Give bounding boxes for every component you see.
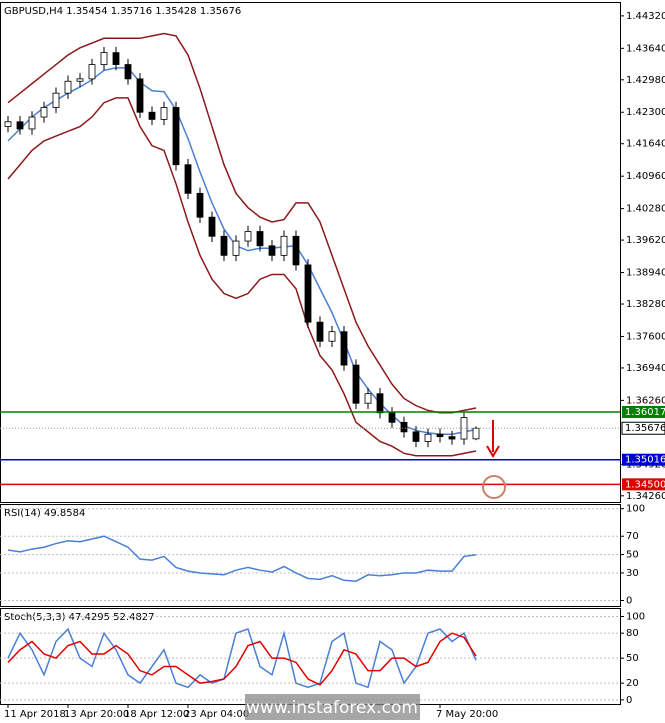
candle-body — [172, 107, 180, 166]
y-tick-label: 1.43640 — [626, 43, 665, 54]
candle-body — [376, 393, 384, 414]
candle-body — [76, 78, 84, 82]
candle-body — [256, 231, 264, 247]
series-line — [7, 97, 477, 457]
candle-body — [184, 164, 192, 194]
series-line — [7, 535, 477, 582]
series-line — [7, 32, 477, 414]
y-tick-label: 1.38280 — [626, 299, 665, 310]
candle-body — [244, 231, 252, 242]
candle-body — [364, 393, 372, 404]
panel-title: RSI(14) 49.8584 — [4, 508, 85, 519]
y-tick-label: 1.44320 — [626, 11, 665, 22]
y-tick-label: 70 — [626, 531, 639, 542]
series-line — [7, 632, 477, 686]
main-panel — [0, 2, 621, 503]
y-tick-label: 1.34260 — [626, 491, 665, 502]
candle-body — [388, 412, 396, 423]
level-label-bg — [622, 405, 665, 418]
candle-body — [4, 121, 12, 127]
candle-body — [112, 52, 120, 65]
y-tick-label: 1.37600 — [626, 331, 665, 342]
y-tick-label: 1.40960 — [626, 171, 665, 182]
y-tick-label: 0 — [626, 595, 632, 606]
watermark-bg — [245, 694, 420, 720]
candle-body — [280, 235, 288, 256]
candle-body — [304, 264, 312, 323]
y-tick-label: 1.42980 — [626, 75, 665, 86]
plot-layer: GBPUSD,H4 1.35454 1.35716 1.35428 1.3567… — [0, 6, 665, 720]
series-line — [7, 627, 477, 689]
y-tick-label: 50 — [626, 550, 639, 561]
candle-body — [160, 107, 168, 120]
candle-body — [328, 331, 336, 342]
candle-body — [412, 431, 420, 442]
y-tick-label: 1.41640 — [626, 139, 665, 150]
y-tick-label: 1.42300 — [626, 107, 665, 118]
candle-body — [352, 364, 360, 404]
price-label-bg — [621, 421, 665, 435]
candle-body — [472, 427, 480, 440]
candle-body — [220, 235, 228, 256]
candle-body — [436, 433, 444, 438]
rsi-panel — [0, 504, 621, 607]
level-label-bg — [622, 453, 665, 466]
candle-body — [64, 80, 72, 94]
level-label-bg — [622, 478, 665, 491]
candle-body — [148, 111, 156, 120]
x-tick-label: 23 Apr 04:00 — [184, 709, 249, 720]
candle-body — [232, 240, 240, 256]
arrow-head — [486, 445, 500, 458]
series-line — [7, 67, 477, 436]
candle-body — [16, 121, 24, 130]
y-tick-label: 80 — [626, 628, 639, 639]
panel-title: GBPUSD,H4 1.35454 1.35716 1.35428 1.3567… — [4, 6, 241, 17]
x-tick-label: 11 Apr 2018 — [4, 709, 66, 720]
y-tick-label: 1.40280 — [626, 204, 665, 215]
y-tick-label: 1.39620 — [626, 235, 665, 246]
candle-body — [28, 116, 36, 130]
x-tick-label: 13 Apr 20:00 — [64, 709, 129, 720]
y-tick-label: 100 — [626, 612, 645, 623]
candle-body — [460, 417, 468, 440]
y-tick-label: 1.36260 — [626, 395, 665, 406]
candle-body — [316, 321, 324, 342]
y-tick-label: 30 — [626, 568, 639, 579]
level-label: 1.36017 — [625, 407, 665, 418]
candle-body — [268, 245, 276, 256]
candle-body — [52, 92, 60, 108]
y-tick-label: 100 — [626, 504, 645, 515]
watermark: www.instaforex.com — [246, 698, 418, 718]
x-tick-label: 18 Apr 12:00 — [124, 709, 189, 720]
candle-body — [424, 433, 432, 442]
y-tick-label: 0 — [626, 695, 632, 706]
y-tick-label: 1.38940 — [626, 268, 665, 279]
candle-body — [400, 421, 408, 433]
y-tick-label: 1.36940 — [626, 363, 665, 374]
candle-body — [208, 216, 216, 237]
candle-body — [40, 107, 48, 118]
candle-body — [100, 52, 108, 65]
price-label: 1.35676 — [625, 423, 665, 434]
candle-body — [124, 64, 132, 80]
candle-body — [448, 436, 456, 440]
target-circle — [482, 475, 506, 499]
y-tick-label: 50 — [626, 653, 639, 664]
level-label: 1.35016 — [625, 455, 665, 466]
panel-title: Stoch(5,3,3) 47.4295 52.4827 — [4, 612, 155, 623]
candle-body — [196, 192, 204, 218]
candle-body — [88, 64, 96, 80]
candle-body — [292, 235, 300, 266]
candle-body — [340, 331, 348, 366]
x-tick-label: 7 May 20:00 — [436, 709, 498, 720]
level-label: 1.34500 — [625, 479, 665, 490]
candle-body — [136, 78, 144, 113]
y-tick-label: 20 — [626, 678, 639, 689]
